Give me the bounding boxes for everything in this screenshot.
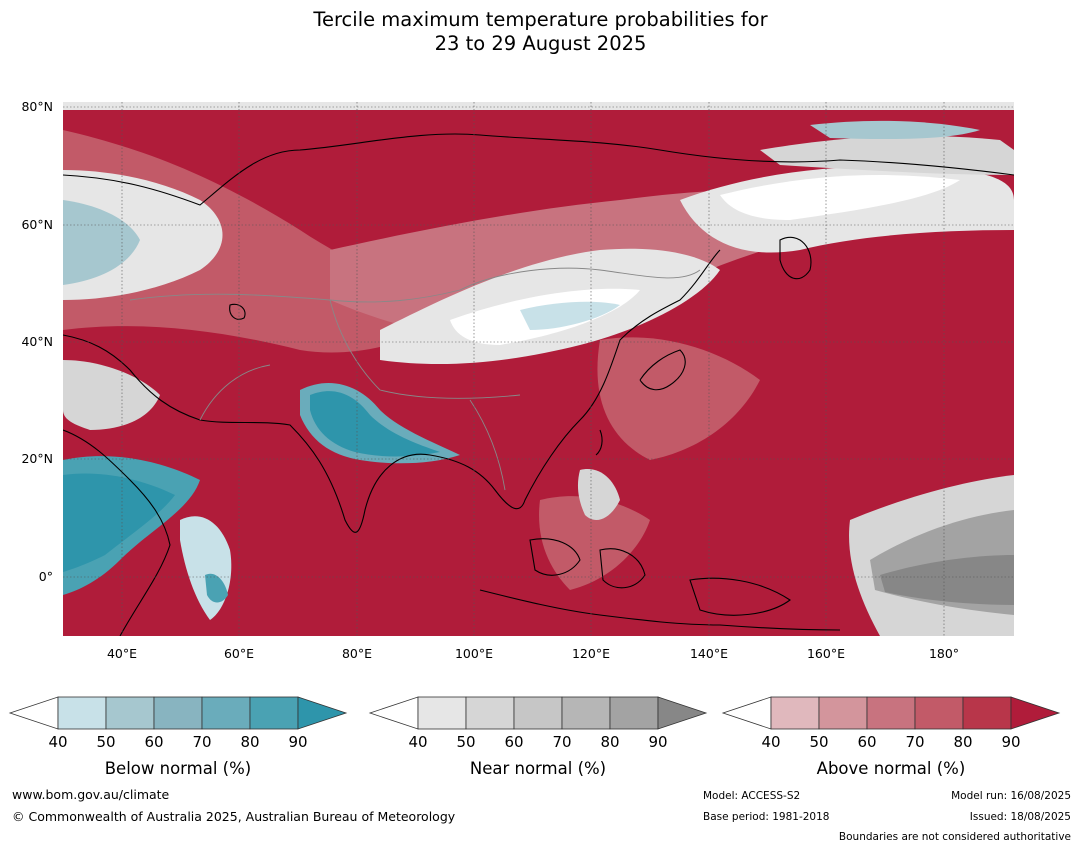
colorbar-extend-low: [721, 696, 772, 730]
region-near-normal-middle-east: [63, 360, 160, 430]
colorbar-tick-label: 50: [456, 733, 475, 751]
region-below-northwest: [63, 200, 140, 285]
colorbar-tick-label: 70: [905, 733, 924, 751]
colorbar-label: Above normal (%): [817, 759, 966, 778]
disclaimer-text: Boundaries are not considered authoritat…: [838, 831, 1071, 843]
colorbar-tick-label: 80: [600, 733, 619, 751]
lon-label: 40°E: [107, 646, 137, 661]
lon-label: 120°E: [572, 646, 610, 661]
colorbar-tick-label: 50: [96, 733, 115, 751]
colorbar-tick-label: 40: [48, 733, 67, 751]
issued-text: Issued: 18/08/2025: [969, 811, 1071, 823]
graticule: [63, 102, 1014, 636]
colorbar-near-normal: 40 50 60 70 80 90 Near normal (%): [368, 696, 708, 778]
lon-label: 140°E: [690, 646, 728, 661]
lon-label: 180°: [929, 646, 959, 661]
forecast-map: 80°N 60°N 40°N 20°N 0° 40°E 60°E 80°E 10…: [21, 99, 1014, 661]
lon-label: 160°E: [807, 646, 845, 661]
region-near-normal-pacific-core: [880, 555, 1014, 605]
colorbar-below-normal: 40 50 60 70 80 90 Below normal (%): [8, 696, 348, 778]
colorbar-segment: [513, 696, 563, 730]
colorbar-segment: [770, 696, 820, 730]
lat-label: 40°N: [21, 334, 53, 349]
region-below-ocean-spot: [205, 573, 228, 603]
colorbar-extend-high: [1010, 696, 1061, 730]
region-near-normal-philippines: [577, 469, 620, 520]
colorbar-segment: [105, 696, 155, 730]
lat-label: 0°: [39, 569, 53, 584]
lat-label: 60°N: [21, 217, 53, 232]
colorbar-segment: [866, 696, 916, 730]
colorbar-tick-label: 70: [192, 733, 211, 751]
region-above-maritime: [539, 496, 650, 590]
model-text: Model: ACCESS-S2: [703, 790, 801, 802]
colorbar-tick-label: 40: [408, 733, 427, 751]
lon-label: 80°E: [342, 646, 372, 661]
region-near-normal-arctic: [760, 135, 1014, 175]
lon-label: 100°E: [455, 646, 493, 661]
copyright-text: © Commonwealth of Australia 2025, Austra…: [12, 809, 456, 824]
colorbar-tick-label: 60: [144, 733, 163, 751]
lon-label: 60°E: [224, 646, 254, 661]
colorbar-segment: [561, 696, 611, 730]
colorbar-label: Near normal (%): [470, 759, 606, 778]
colorbar-segment: [153, 696, 203, 730]
colorbar-segment: [609, 696, 659, 730]
colorbar-tick-label: 50: [809, 733, 828, 751]
colorbar-tick-label: 40: [761, 733, 780, 751]
colorbar-segment: [818, 696, 868, 730]
region-below-50-central: [520, 301, 620, 330]
title-line-2: 23 to 29 August 2025: [434, 32, 647, 55]
lat-label: 20°N: [21, 451, 53, 466]
region-below-40-siberia: [720, 175, 960, 220]
region-below-india-core: [310, 391, 440, 457]
colorbar-above-normal: 40 50 60 70 80 90 Above normal (%): [721, 696, 1061, 778]
region-near-normal-pole: [63, 102, 1014, 110]
colorbar-tick-label: 80: [953, 733, 972, 751]
colorbar-segment: [201, 696, 251, 730]
base-period-text: Base period: 1981-2018: [703, 811, 830, 823]
title-line-1: Tercile maximum temperature probabilitie…: [313, 8, 768, 31]
colorbar-extend-high: [657, 696, 708, 730]
colorbar-tick-label: 70: [552, 733, 571, 751]
colorbar-tick-label: 60: [504, 733, 523, 751]
chart-title: Tercile maximum temperature probabilitie…: [0, 8, 1081, 56]
colorbar-segment: [962, 696, 1012, 730]
region-below-arctic: [810, 120, 980, 140]
colorbar-segment: [465, 696, 515, 730]
region-above-east-asia: [597, 337, 760, 460]
latitude-labels: 80°N 60°N 40°N 20°N 0°: [21, 99, 53, 584]
colorbar-tick-label: 90: [648, 733, 667, 751]
colorbar-segment: [417, 696, 467, 730]
colorbar-extend-low: [368, 696, 419, 730]
colorbar-tick-label: 90: [288, 733, 307, 751]
colorbar-segment: [57, 696, 107, 730]
longitude-labels: 40°E 60°E 80°E 100°E 120°E 140°E 160°E 1…: [107, 646, 959, 661]
colorbar-tick-label: 80: [240, 733, 259, 751]
colorbar-extend-high: [297, 696, 348, 730]
colorbar-tick-label: 90: [1001, 733, 1020, 751]
colorbar-label: Below normal (%): [105, 759, 252, 778]
country-borders: [129, 267, 701, 491]
coastlines: [63, 133, 1014, 636]
colorbar-segment: [249, 696, 299, 730]
model-run-text: Model run: 16/08/2025: [951, 790, 1071, 802]
colorbar-extend-low: [8, 696, 59, 730]
colorbar-segment: [914, 696, 964, 730]
colorbar-tick-label: 60: [857, 733, 876, 751]
website-link[interactable]: www.bom.gov.au/climate: [12, 787, 170, 802]
lat-label: 80°N: [21, 99, 53, 114]
probability-field: [63, 102, 1014, 636]
